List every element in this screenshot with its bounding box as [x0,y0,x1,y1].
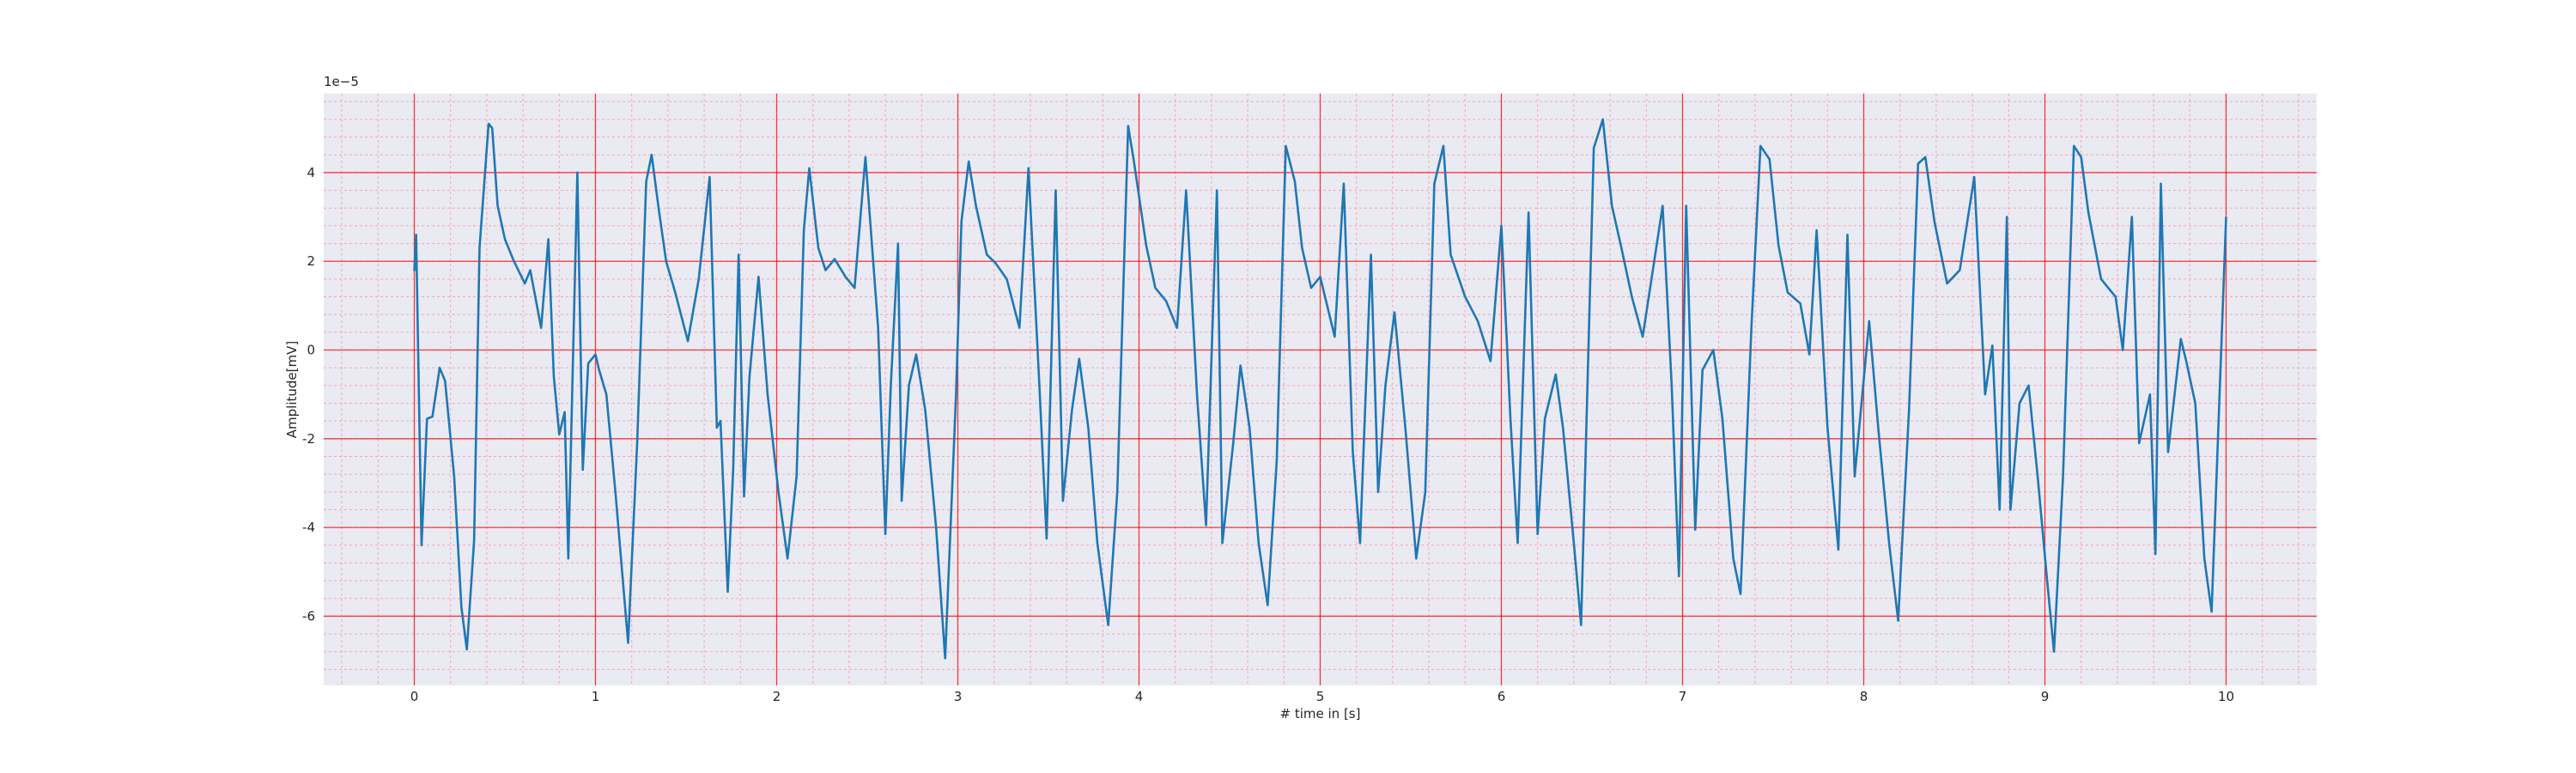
x-tick-label: 7 [1679,689,1687,704]
signal-line [413,118,2227,660]
x-tick-label: 5 [1316,689,1325,704]
y-tick-label: -6 [302,608,315,624]
x-tick-label: 9 [2041,689,2050,704]
x-tick-label: 8 [1860,689,1868,704]
x-tick-label: 2 [773,689,781,704]
x-tick-label: 3 [954,689,963,704]
x-tick-label: 10 [2218,689,2234,704]
y-tick-label: -2 [302,431,315,447]
y-tick-label: 4 [307,165,315,180]
x-tick-label: 0 [410,689,419,704]
x-tick-label: 6 [1498,689,1506,704]
offset-text: 1e−5 [324,74,359,89]
y-axis-label: Amplitude[mV] [284,341,300,438]
x-axis-label: # time in [s] [1280,706,1361,721]
series [413,118,2227,660]
y-tick-label: 2 [307,253,315,269]
tick-labels: 0 1 2 3 4 5 6 7 8 9 10 -6 -4 -2 0 2 4 [302,165,2234,704]
y-tick-label: 0 [307,343,315,358]
y-tick-label: -4 [302,520,315,535]
x-tick-label: 4 [1135,689,1144,704]
x-tick-label: 1 [592,689,600,704]
